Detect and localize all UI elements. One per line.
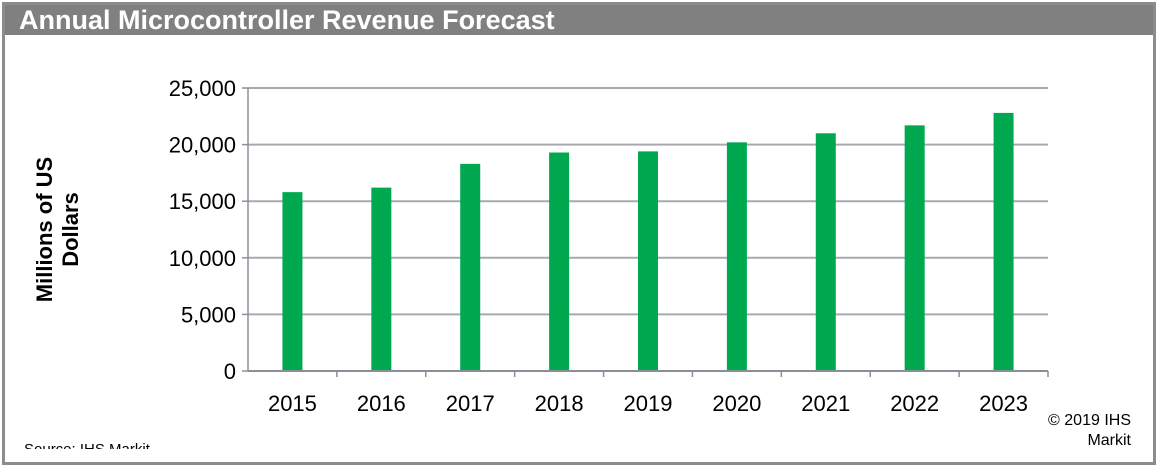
bar-2015	[282, 192, 303, 371]
source-note: Source: IHS Markit	[24, 441, 150, 449]
x-tick-label: 2017	[446, 391, 495, 416]
bar-2016	[371, 187, 392, 371]
chart-title: Annual Microcontroller Revenue Forecast	[19, 5, 555, 35]
y-tick-label: 10,000	[169, 246, 236, 271]
y-axis-label-line: Millions of US	[32, 157, 57, 302]
y-axis-label: Millions of USDollars	[32, 157, 83, 302]
x-tick-label: 2022	[890, 391, 939, 416]
bar-2021	[815, 133, 836, 371]
bar-2017	[460, 163, 481, 371]
x-tick-label: 2018	[535, 391, 584, 416]
y-axis-label-line: Dollars	[58, 192, 83, 267]
bar-2020	[726, 142, 747, 371]
y-tick-label: 20,000	[169, 133, 236, 158]
x-tick-label: 2015	[268, 391, 317, 416]
copyright-line1: © 2019 IHS	[1048, 412, 1131, 429]
bar-2023	[993, 112, 1014, 372]
y-tick-label: 0	[224, 359, 236, 384]
x-tick-label: 2019	[624, 391, 673, 416]
x-tick-label: 2023	[979, 391, 1028, 416]
bar-2022	[904, 125, 925, 371]
copyright: © 2019 IHS Markit	[1048, 411, 1131, 451]
copyright-line2: Markit	[1087, 432, 1131, 449]
x-tick-label: 2016	[357, 391, 406, 416]
y-tick-label: 5,000	[181, 302, 236, 327]
y-tick-label: 25,000	[169, 76, 236, 101]
bar-2019	[638, 151, 658, 371]
bar-2018	[549, 152, 570, 371]
x-tick-label: 2020	[712, 391, 761, 416]
x-tick-label: 2021	[801, 391, 850, 416]
title-bar: Annual Microcontroller Revenue Forecast	[5, 5, 1153, 35]
y-tick-label: 15,000	[169, 189, 236, 214]
